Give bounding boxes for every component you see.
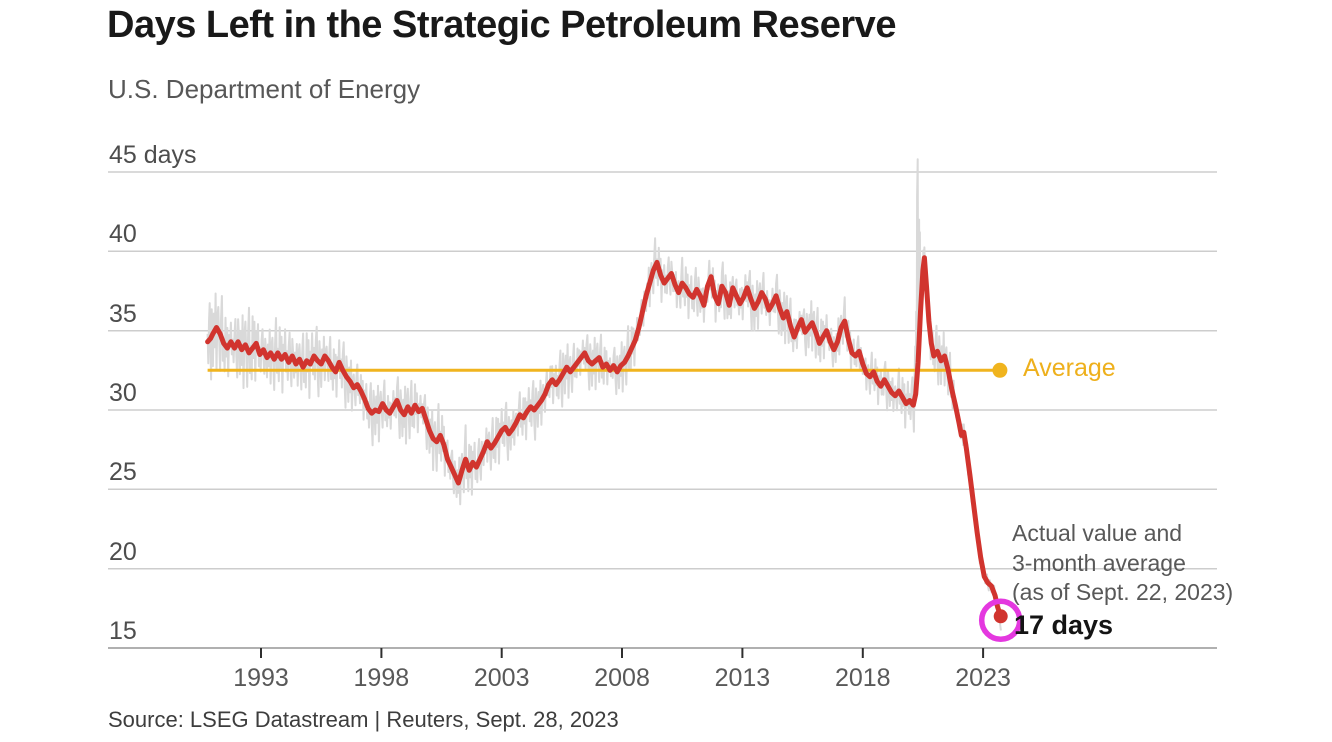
annotation-line-3: (as of Sept. 22, 2023) (1012, 579, 1234, 605)
y-axis-label-20: 20 (109, 537, 137, 566)
y-axis-label-45: 45 days (109, 140, 197, 169)
y-axis-label-30: 30 (109, 378, 137, 407)
y-axis-label-40: 40 (109, 220, 137, 249)
chart-subtitle: U.S. Department of Energy (108, 74, 421, 104)
final-value-label: 17 days (1014, 610, 1114, 640)
actual-value-line (206, 158, 1002, 631)
x-axis-label-1998: 1998 (353, 664, 410, 692)
annotation-line-1: Actual value and (1012, 520, 1183, 546)
y-axis-label-15: 15 (109, 617, 137, 645)
average-endpoint-dot (992, 362, 1008, 378)
highlight-ring-icon (978, 598, 1023, 643)
x-axis-label-2003: 2003 (473, 664, 530, 692)
three-month-average-line (205, 255, 1004, 619)
x-axis-label-2018: 2018 (834, 664, 891, 692)
y-axis-label-25: 25 (109, 458, 137, 487)
x-axis-label-2023: 2023 (955, 664, 1011, 692)
y-axis-label-35: 35 (109, 299, 137, 328)
x-axis-label-2013: 2013 (714, 664, 771, 692)
source-credit: Source: LSEG Datastream | Reuters, Sept.… (108, 707, 619, 732)
annotation-line-2: 3-month average (1012, 550, 1186, 576)
x-axis-label-1993: 1993 (233, 664, 289, 692)
chart-title: Days Left in the Strategic Petroleum Res… (107, 4, 896, 46)
x-axis-label-2008: 2008 (594, 664, 650, 692)
average-line-label: Average (1023, 354, 1116, 382)
final-value-dot (993, 609, 1008, 624)
